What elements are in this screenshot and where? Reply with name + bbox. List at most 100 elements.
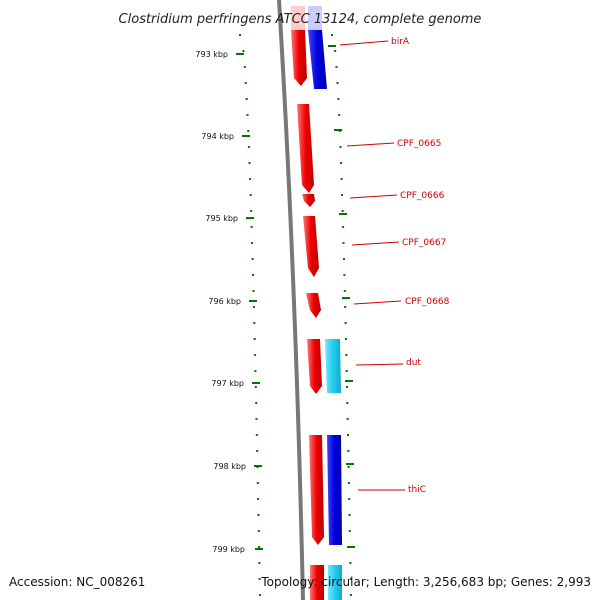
guide-dot (255, 434, 258, 436)
gene-arrow-bottom-forward (310, 565, 324, 600)
inner-ring-ticks (328, 45, 355, 548)
gene-label-CPF_0666: CPF_0666 (349, 191, 445, 201)
gene-arrow-thiC (309, 435, 324, 545)
guide-dot (344, 338, 347, 340)
guide-dot (250, 226, 253, 228)
gene-block-thiC-reverse (327, 435, 342, 545)
guide-dot (349, 562, 352, 564)
tick-799: 799 kbp (212, 545, 263, 554)
guide-dot (347, 434, 349, 436)
guide-dot (258, 562, 261, 564)
guide-dot (246, 114, 249, 116)
tick-label: 797 kbp (211, 379, 244, 388)
guide-dot (347, 466, 350, 468)
guide-dot (338, 114, 341, 116)
gene-block-birA-reverse (308, 30, 327, 89)
guide-dot (244, 82, 247, 84)
guide-dot (341, 194, 344, 196)
tick-label: 799 kbp (212, 545, 245, 554)
guide-dot (255, 402, 258, 404)
topology-text: Topology: circular; Length: 3,256,683 bp… (260, 575, 591, 589)
svg-text:birA: birA (391, 37, 410, 47)
faded-feature-top-reverse (308, 6, 322, 30)
guide-dot (251, 242, 254, 244)
guide-dot (254, 370, 257, 372)
guide-dot (254, 386, 257, 388)
gene-label-birA: birA (339, 37, 410, 47)
guide-dot (256, 482, 259, 484)
gene-labels: birA CPF_0665 CPF_0666 CPF_0667 CPF_0668… (339, 37, 450, 495)
guide-dot (343, 258, 345, 260)
guide-dot (343, 274, 346, 276)
gene-block-bottom-reverse (328, 565, 342, 600)
gene-label-CPF_0665: CPF_0665 (346, 139, 441, 149)
tick-795: 795 kbp (205, 214, 254, 223)
gene-arrow-birA (291, 30, 307, 86)
guide-dot (257, 530, 260, 532)
svg-text:thiC: thiC (408, 485, 426, 495)
gene-label-dut: dut (355, 358, 421, 368)
tick-label: 794 kbp (201, 132, 234, 141)
guide-dot (342, 226, 345, 228)
reverse-strand-genes (308, 30, 342, 600)
guide-dot (258, 594, 261, 596)
scale-ticks: 793 kbp 794 kbp 795 kbp 796 kbp 797 kbp … (195, 50, 263, 554)
gene-label-CPF_0668: CPF_0668 (353, 297, 450, 307)
guide-dot (255, 418, 258, 420)
guide-dot (340, 178, 343, 180)
guide-dot (258, 546, 261, 548)
guide-dot (342, 242, 345, 244)
guide-dot (345, 354, 348, 356)
gene-label-thiC: thiC (358, 485, 426, 495)
tick-label: 796 kbp (208, 297, 241, 306)
guide-dot (346, 418, 349, 420)
genome-backbone (277, 0, 305, 600)
tick-794: 794 kbp (201, 132, 250, 141)
guide-dot (347, 482, 350, 484)
guide-dot (348, 514, 351, 516)
guide-dot (239, 34, 241, 36)
forward-strand-genes (291, 30, 324, 600)
guide-dot (257, 498, 260, 500)
guide-dot (253, 322, 256, 324)
gene-arrow-CPF_0666 (302, 194, 315, 207)
guide-dot (252, 290, 255, 292)
guide-dot (248, 162, 251, 164)
faded-feature-top-forward (291, 6, 305, 30)
guide-dot (346, 386, 348, 388)
gene-block-dut-reverse (325, 339, 341, 393)
guide-dot (344, 306, 347, 308)
gene-arrow-dut (307, 339, 322, 394)
guide-dot (349, 594, 352, 596)
tick-798: 798 kbp (213, 462, 262, 471)
guide-dot (256, 450, 259, 452)
guide-dot (245, 98, 248, 100)
guide-dot (348, 498, 351, 500)
guide-dot (337, 98, 340, 100)
gene-label-CPF_0667: CPF_0667 (351, 238, 446, 248)
guide-dot (249, 178, 252, 180)
svg-text:CPF_0668: CPF_0668 (405, 297, 450, 307)
guide-dot (331, 34, 333, 36)
guide-dot (252, 274, 254, 276)
guide-dot (339, 146, 342, 148)
guide-dot (348, 530, 351, 532)
guide-dot (345, 370, 348, 372)
guide-dot (243, 66, 246, 68)
guide-dot (247, 130, 250, 132)
guide-dot (335, 66, 338, 68)
guide-dot (247, 146, 250, 148)
svg-text:CPF_0666: CPF_0666 (400, 191, 445, 201)
guide-dot (251, 258, 254, 260)
guide-dot (347, 450, 350, 452)
guide-dot (344, 322, 347, 324)
guide-dot (242, 50, 245, 52)
guide-dot (249, 194, 252, 196)
guide-dot (343, 290, 346, 292)
guide-dot (252, 306, 255, 308)
tick-label: 798 kbp (213, 462, 246, 471)
tick-label: 795 kbp (205, 214, 238, 223)
tick-796: 796 kbp (208, 297, 257, 306)
tick-label: 793 kbp (195, 50, 228, 59)
guide-dot (334, 50, 337, 52)
